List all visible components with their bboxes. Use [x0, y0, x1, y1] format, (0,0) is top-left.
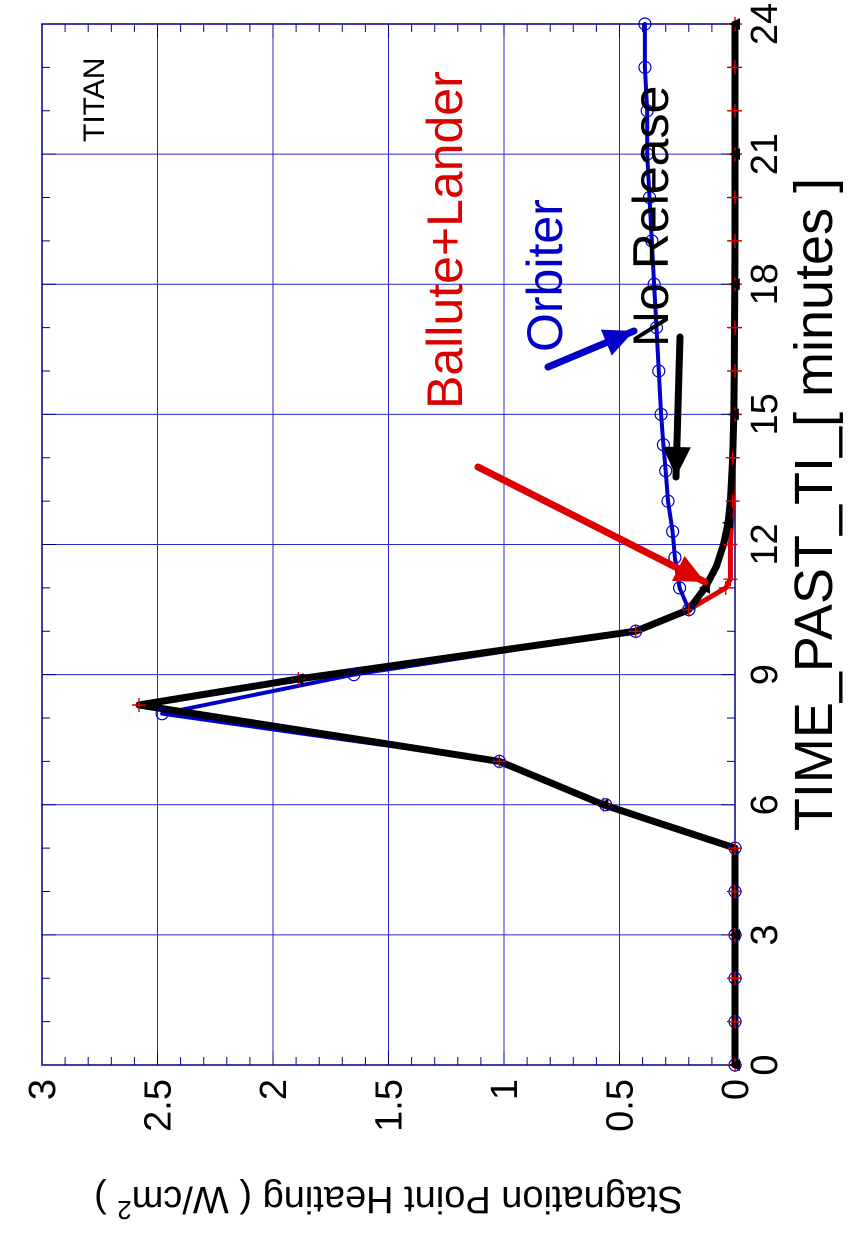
- orbiter-point: [638, 60, 652, 74]
- orbiter-point: [654, 407, 668, 421]
- ballute-point: [728, 60, 742, 75]
- orbiter-point: [659, 464, 673, 478]
- y-tick-labels: 0 0.5 1 1.5 2 2.5 3: [22, 1079, 757, 1132]
- no-release-point: [597, 798, 609, 811]
- no-release-point: [727, 408, 739, 421]
- no-release-point: [729, 18, 740, 30]
- arrow-orbiter-head: [600, 329, 634, 356]
- orbiter-point: [661, 494, 675, 508]
- ballute-point: [728, 233, 742, 248]
- annotation-ballute-lander: Ballute+Lander: [417, 71, 473, 409]
- annotation-layer: Orbiter No Release Ballute+Lander: [417, 71, 709, 586]
- ballute-point: [718, 580, 733, 595]
- ballute-point: [725, 450, 740, 465]
- x-tick-label: 18: [744, 263, 786, 305]
- x-tick-label: 12: [744, 523, 786, 565]
- ballute-point: [492, 754, 507, 769]
- ballute-point: [728, 841, 742, 856]
- y-tick-label: 0.5: [600, 1079, 642, 1132]
- x-tick-labels: 0 3 6 9 12 15 18 21 24: [744, 3, 786, 1076]
- no-release-point: [698, 581, 710, 594]
- series-line-2: [135, 20, 739, 1069]
- ballute-point: [728, 971, 742, 986]
- orbiter-point: [649, 321, 664, 335]
- x-tick-label: 0: [744, 1054, 786, 1075]
- ballute-point: [681, 602, 696, 617]
- x-tick-label: 24: [744, 3, 786, 45]
- no-release-point: [728, 278, 740, 291]
- y-axis-title-main: Stagnation Point Heating ( W/cm: [132, 1178, 683, 1220]
- y-tick-label: 0: [715, 1079, 757, 1100]
- no-release-point: [722, 516, 734, 529]
- x-tick-label: 3: [744, 924, 786, 945]
- x-axis-title: TIME_PAST_TI_[ minutes ]: [784, 178, 844, 831]
- ballute-point: [728, 190, 742, 205]
- ballute-point: [728, 884, 742, 899]
- orbiter-point: [672, 581, 687, 595]
- annotation-orbiter: Orbiter: [517, 199, 573, 352]
- y-tick-label: 1.5: [369, 1079, 411, 1132]
- ballute-point: [723, 537, 738, 552]
- y-tick-label: 3: [22, 1079, 64, 1100]
- annotation-arrows: [474, 327, 709, 586]
- arrow-ballute-head: [671, 555, 705, 582]
- y-tick-label: 2: [253, 1079, 295, 1100]
- orbiter-point: [640, 104, 654, 118]
- no-release-point: [729, 928, 740, 941]
- y-axis-title: Stagnation Point Heating ( W/cm2 ): [94, 1178, 683, 1225]
- orbiter-point: [155, 707, 169, 721]
- y-tick-label: 1: [484, 1079, 526, 1100]
- ballute-point: [728, 364, 742, 378]
- x-tick-label: 21: [744, 133, 786, 175]
- x-tick-label: 6: [744, 794, 786, 815]
- x-tick-label: 9: [744, 664, 786, 685]
- orbiter-point: [645, 234, 659, 248]
- arrow-ballute-shaft: [474, 463, 709, 586]
- orbiter-point: [642, 190, 657, 205]
- ballute-point: [728, 103, 742, 118]
- orbiter-point: [656, 438, 670, 452]
- ballute-point: [628, 624, 643, 639]
- ballute-point: [728, 1014, 742, 1029]
- arrow-no-release-head: [662, 446, 691, 477]
- orbiter-point: [638, 17, 652, 31]
- no-release-point: [292, 672, 304, 685]
- ballute-point: [723, 572, 738, 587]
- y-axis-title-sup: 2: [117, 1195, 131, 1225]
- no-release-point: [729, 1059, 740, 1071]
- annotation-no-release: No Release: [623, 86, 679, 347]
- ballute-point: [728, 320, 742, 335]
- ballute-point: [725, 494, 740, 509]
- orbiter-point: [347, 668, 361, 682]
- orbiter-point: [666, 524, 680, 539]
- ballute-point: [132, 697, 147, 712]
- markers-layer: [132, 17, 742, 1072]
- y-axis-title-tail: ): [94, 1178, 117, 1220]
- y-tick-label: 2.5: [138, 1079, 180, 1132]
- titan-label: TITAN: [78, 58, 111, 142]
- x-tick-label: 15: [744, 393, 786, 435]
- no-release-point: [729, 148, 740, 161]
- orbiter-point: [647, 277, 661, 291]
- orbiter-point: [652, 364, 666, 378]
- orbiter-point: [640, 147, 654, 161]
